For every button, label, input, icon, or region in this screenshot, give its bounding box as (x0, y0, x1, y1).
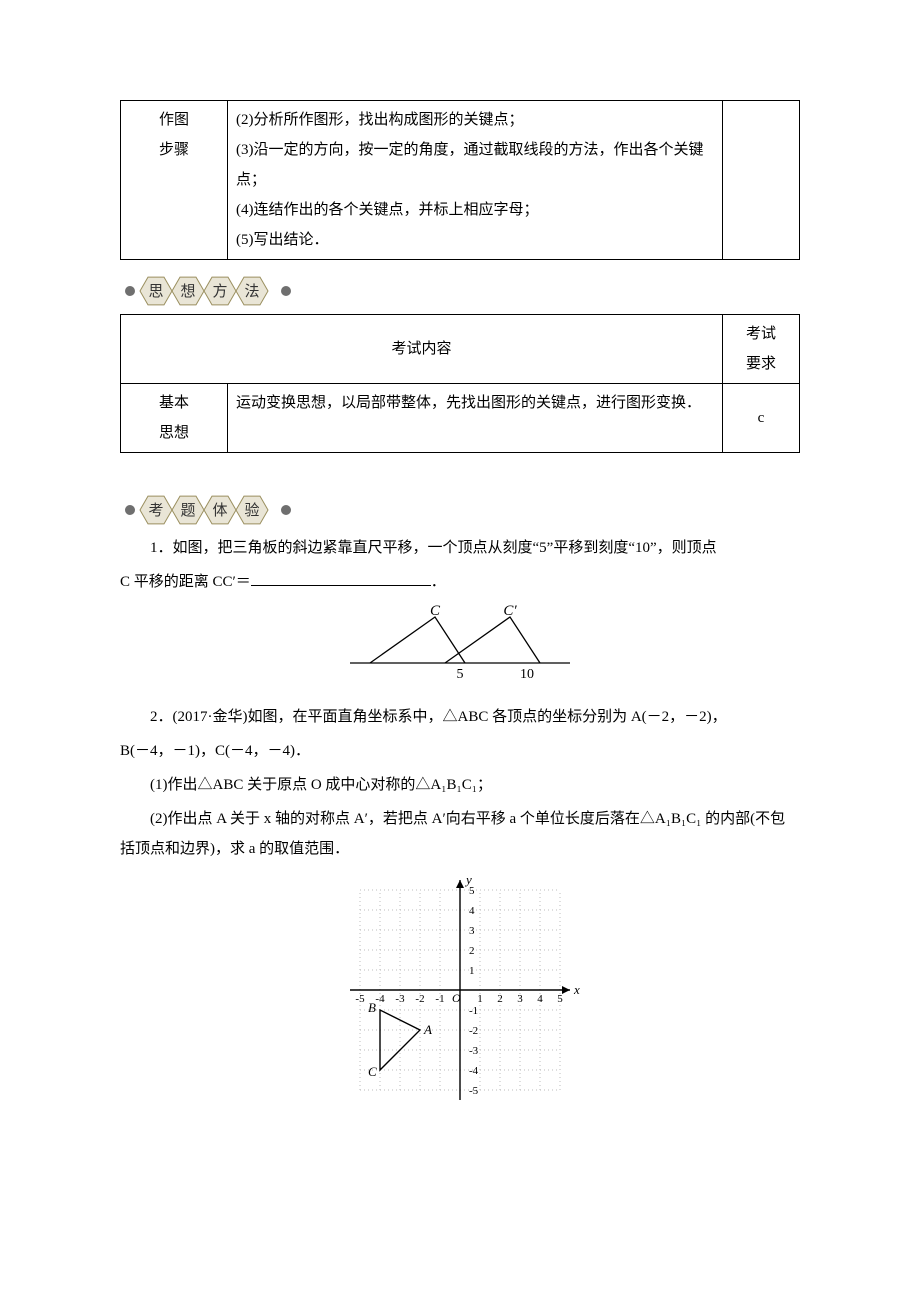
steps-line: (5)写出结论． (236, 225, 714, 255)
q1-line2: C 平移的距离 CC′＝ ． (120, 567, 800, 597)
x-tick-label: -1 (435, 993, 444, 1005)
x-tick-label: -4 (375, 993, 385, 1005)
thought-header-req-l1: 考试 (746, 326, 776, 342)
tick-5: 5 (457, 667, 464, 681)
tick-10: 10 (520, 667, 534, 681)
thought-row-label-l2: 思想 (159, 425, 189, 441)
x-tick-label: 3 (517, 993, 523, 1005)
banner-svg: 考题体验 (120, 493, 320, 527)
banner-sixiang: 思想方法 (120, 274, 800, 308)
origin-label: O (452, 991, 461, 1005)
steps-row-label: 作图 步骤 (121, 101, 228, 260)
label-C: C (430, 603, 441, 619)
steps-line: (3)沿一定的方向，按一定的角度，通过截取线段的方法，作出各个关键点； (236, 135, 714, 195)
table-header-row: 考试内容 考试 要求 (121, 315, 800, 384)
steps-row-label-l1: 作图 (159, 112, 189, 128)
q2-intro-a: 2．(2017·金华)如图，在平面直角坐标系中，△ABC 各顶点的坐标分别为 A… (120, 702, 800, 732)
steps-table: 作图 步骤 (2)分析所作图形，找出构成图形的关键点； (3)沿一定的方向，按一… (120, 100, 800, 260)
hex-group: 思想方法 (140, 277, 268, 305)
x-tick-label: 4 (537, 993, 543, 1005)
hex-char: 体 (212, 502, 227, 519)
thought-req-value: c (723, 384, 800, 453)
steps-line: (4)连结作出的各个关键点，并标上相应字母； (236, 195, 714, 225)
fill-in-blank (251, 569, 431, 587)
q2-svg: -5-4-3-2-11234512345-1-2-3-4-5OxyABC (340, 870, 580, 1110)
hex-char: 题 (180, 502, 195, 519)
y-tick-label: 4 (469, 905, 475, 917)
y-tick-label: -4 (469, 1065, 479, 1077)
q2-part1: (1)作出△ABC 关于原点 O 成中心对称的△A₁B₁C₁； (120, 770, 800, 800)
x-tick-label: -3 (395, 993, 405, 1005)
thought-row-label-l1: 基本 (159, 395, 189, 411)
steps-line: (2)分析所作图形，找出构成图形的关键点； (236, 105, 714, 135)
banner-svg: 思想方法 (120, 274, 320, 308)
q1-line2-prefix: C 平移的距离 CC′＝ (120, 574, 251, 590)
y-tick-label: -5 (469, 1085, 479, 1097)
y-axis-label: y (464, 872, 472, 887)
steps-row-label-l2: 步骤 (159, 142, 189, 158)
hex-char: 考 (148, 502, 163, 519)
hex-char: 想 (180, 283, 195, 300)
hex-char: 法 (244, 283, 259, 300)
thought-header-req-l2: 要求 (746, 356, 776, 372)
hex-group: 考题体验 (140, 496, 268, 524)
label-C: C (368, 1064, 377, 1079)
arrow-icon (456, 880, 464, 888)
bullet-icon (125, 286, 135, 296)
table-row: 作图 步骤 (2)分析所作图形，找出构成图形的关键点； (3)沿一定的方向，按一… (121, 101, 800, 260)
q1-line1: 1．如图，把三角板的斜边紧靠直尺平移，一个顶点从刻度“5”平移到刻度“10”，则… (120, 533, 800, 563)
thought-row-label: 基本 思想 (121, 384, 228, 453)
thought-table: 考试内容 考试 要求 基本 思想 运动变换思想，以局部带整体，先找出图形的关键点… (120, 314, 800, 453)
hex-char: 思 (148, 283, 163, 300)
thought-header-content: 考试内容 (121, 315, 723, 384)
thought-header-req: 考试 要求 (723, 315, 800, 384)
steps-cell: (2)分析所作图形，找出构成图形的关键点； (3)沿一定的方向，按一定的角度，通… (228, 101, 723, 260)
q2-intro-b: B(－4，－1)，C(－4，－4)． (120, 736, 800, 766)
hex-char: 方 (212, 283, 227, 300)
label-C-prime: C′ (503, 603, 517, 619)
x-tick-label: -2 (415, 993, 424, 1005)
bullet-icon (125, 505, 135, 515)
thought-cell: 运动变换思想，以局部带整体，先找出图形的关键点，进行图形变换． (228, 384, 723, 453)
y-tick-label: 2 (469, 945, 475, 957)
q1-line2-suffix: ． (431, 574, 446, 590)
arrow-icon (562, 986, 570, 994)
y-tick-label: 1 (469, 965, 475, 977)
y-tick-label: -3 (469, 1045, 479, 1057)
bullet-icon (281, 286, 291, 296)
x-tick-label: 5 (557, 993, 563, 1005)
x-tick-label: 2 (497, 993, 503, 1005)
steps-empty-col (723, 101, 800, 260)
q2-part2: (2)作出点 A 关于 x 轴的对称点 A′，若把点 A′向右平移 a 个单位长… (120, 804, 800, 864)
q2-figure: -5-4-3-2-11234512345-1-2-3-4-5OxyABC (120, 870, 800, 1121)
y-tick-label: -1 (469, 1005, 478, 1017)
y-tick-label: -2 (469, 1025, 478, 1037)
label-A: A (423, 1022, 432, 1037)
y-tick-label: 3 (469, 925, 475, 937)
hex-char: 验 (244, 502, 259, 519)
bullet-icon (281, 505, 291, 515)
x-tick-label: -5 (355, 993, 365, 1005)
banner-kaoti: 考题体验 (120, 493, 800, 527)
x-axis-label: x (573, 982, 580, 997)
label-B: B (368, 1000, 376, 1015)
q1-svg: C C′ 5 10 (330, 603, 590, 681)
q1-figure: C C′ 5 10 (120, 603, 800, 692)
x-tick-label: 1 (477, 993, 483, 1005)
table-row: 基本 思想 运动变换思想，以局部带整体，先找出图形的关键点，进行图形变换． c (121, 384, 800, 453)
